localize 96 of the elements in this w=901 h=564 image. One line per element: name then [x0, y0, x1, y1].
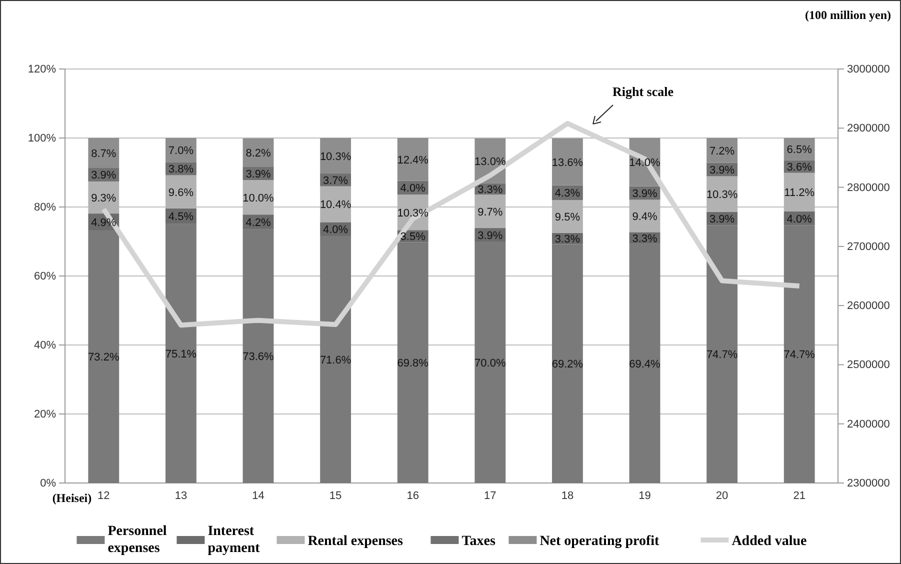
data-label: 9.4% — [632, 210, 658, 223]
data-label: 4.0% — [786, 213, 812, 226]
data-label: 13.0% — [474, 156, 506, 168]
y-tick-label: 20% — [34, 408, 56, 421]
x-tick-label: 20 — [716, 490, 728, 502]
y-tick-label: 40% — [34, 340, 56, 352]
data-label: 3.9% — [710, 164, 735, 177]
y2-tick-label: 2600000 — [847, 300, 890, 312]
bar — [706, 225, 738, 483]
y-tick-label: 100% — [28, 132, 56, 145]
x-tick-label: 21 — [793, 490, 806, 502]
bar — [320, 236, 352, 483]
data-label: 3.6% — [786, 162, 812, 174]
bar — [629, 244, 660, 483]
bar — [397, 138, 428, 181]
data-label: 10.0% — [242, 192, 274, 204]
data-label: 8.7% — [91, 148, 116, 160]
data-label: 3.9% — [478, 230, 503, 242]
data-label: 8.2% — [246, 147, 271, 160]
data-label: 4.5% — [168, 211, 194, 224]
data-label: 4.0% — [323, 224, 348, 236]
data-label: 69.4% — [629, 358, 661, 370]
data-label: 9.5% — [554, 211, 580, 224]
y2-tick-label: 2900000 — [847, 122, 890, 135]
data-label: 71.6% — [320, 354, 352, 366]
annotation: Right scale — [612, 84, 674, 99]
data-label: 73.2% — [88, 352, 120, 364]
data-label: 3.3% — [632, 232, 658, 245]
bar — [165, 224, 196, 483]
data-label: 4.0% — [400, 182, 426, 195]
data-label: 13.6% — [552, 156, 584, 169]
data-label: 70.0% — [474, 357, 506, 370]
bar — [706, 138, 738, 163]
data-label: 9.7% — [478, 206, 503, 218]
y2-tick-label: 2700000 — [847, 240, 890, 253]
x-axis-title: (Heisei) — [52, 491, 92, 505]
legend-label: Added value — [732, 534, 807, 549]
data-label: 9.3% — [91, 192, 116, 205]
bar — [88, 138, 120, 168]
data-label: 4.2% — [246, 216, 271, 229]
data-label: 3.3% — [554, 234, 580, 246]
y2-tick-label: 2800000 — [847, 182, 890, 194]
data-label: 3.7% — [323, 174, 348, 187]
legend-label: Taxes — [462, 534, 496, 549]
y-tick-label: 0% — [40, 478, 56, 490]
data-label: 9.6% — [168, 186, 194, 199]
data-label: 7.0% — [168, 145, 194, 158]
data-label: 3.9% — [632, 188, 658, 200]
bar — [474, 242, 506, 483]
data-label: 10.3% — [706, 189, 738, 202]
y2-tick-label: 3000000 — [847, 64, 890, 76]
bar — [552, 244, 583, 483]
data-label: 75.1% — [165, 348, 197, 360]
bar — [397, 242, 428, 483]
data-label: 69.2% — [552, 358, 584, 371]
bar — [552, 138, 583, 186]
y2-tick-label: 2300000 — [847, 478, 890, 490]
data-label: 4.3% — [554, 188, 580, 200]
data-label: 74.7% — [784, 349, 816, 362]
bar — [784, 225, 815, 483]
legend-label: Personnel expenses — [108, 524, 167, 556]
bar — [242, 229, 274, 483]
y2-tick-label: 2500000 — [847, 359, 890, 372]
legend-label: Interest payment — [208, 524, 260, 556]
x-tick-label: 14 — [252, 490, 264, 502]
data-label: 74.7% — [706, 349, 738, 362]
data-label: 7.2% — [710, 145, 735, 158]
y-tick-label: 80% — [34, 202, 56, 214]
data-label: 10.3% — [320, 150, 352, 163]
legend-label: Rental expenses — [308, 534, 404, 549]
data-label: 3.5% — [400, 231, 426, 244]
data-label: 3.9% — [91, 170, 116, 182]
y2-tick-label: 2400000 — [847, 418, 890, 430]
x-tick-label: 16 — [406, 490, 419, 502]
x-tick-label: 19 — [638, 490, 651, 502]
data-label: 3.8% — [168, 164, 194, 176]
data-label: 3.9% — [710, 214, 735, 226]
y-tick-label: 120% — [28, 64, 56, 76]
data-label: 69.8% — [397, 358, 429, 370]
data-label: 11.2% — [784, 187, 815, 200]
data-label: 3.9% — [246, 168, 271, 180]
data-label: 10.4% — [320, 199, 352, 212]
x-tick-label: 13 — [174, 490, 188, 502]
data-label: 6.5% — [786, 144, 812, 156]
legend-label: Net operating profit — [540, 534, 660, 549]
data-label: 73.6% — [242, 351, 274, 364]
bar — [88, 230, 120, 483]
data-label: 12.4% — [397, 154, 429, 166]
x-tick-label: 17 — [484, 490, 496, 502]
data-label: 3.3% — [478, 184, 503, 196]
x-tick-label: 18 — [561, 490, 574, 502]
x-tick-label: 12 — [98, 490, 110, 502]
data-label: 10.3% — [397, 207, 429, 220]
x-tick-label: 15 — [329, 490, 342, 502]
y-tick-label: 60% — [34, 270, 56, 283]
y2-axis-title: (100 million yen) — [805, 8, 891, 22]
